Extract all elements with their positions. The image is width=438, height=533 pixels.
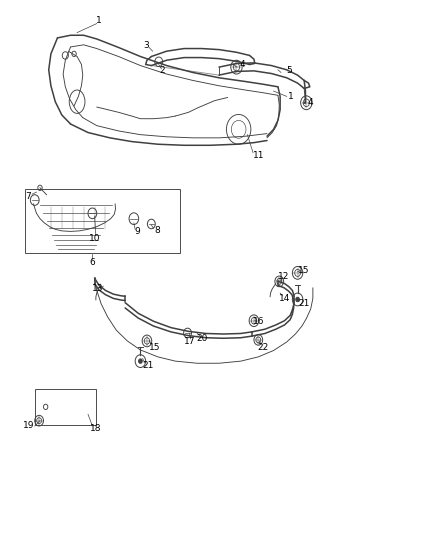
Text: 10: 10: [89, 235, 100, 244]
Circle shape: [138, 359, 142, 364]
Text: 15: 15: [148, 343, 160, 352]
Text: 1: 1: [96, 16, 102, 25]
Text: 22: 22: [257, 343, 268, 352]
Text: 21: 21: [143, 361, 154, 370]
Text: 15: 15: [298, 266, 310, 275]
Text: 2: 2: [159, 67, 165, 75]
Text: 1: 1: [288, 92, 294, 101]
Text: 4: 4: [239, 60, 245, 69]
Text: 11: 11: [254, 151, 265, 160]
Text: 3: 3: [143, 42, 149, 51]
Text: 17: 17: [184, 337, 195, 346]
Text: 18: 18: [90, 424, 102, 433]
Text: 12: 12: [278, 272, 290, 280]
Bar: [35, 389, 96, 425]
Circle shape: [296, 297, 300, 302]
Bar: [25, 189, 180, 253]
Text: 13: 13: [92, 284, 103, 293]
Text: 7: 7: [25, 192, 31, 201]
Text: 6: 6: [89, 258, 95, 266]
Text: 5: 5: [286, 67, 292, 75]
Text: 14: 14: [279, 294, 290, 303]
Text: 19: 19: [23, 422, 35, 431]
Text: 4: 4: [308, 98, 314, 107]
Text: 20: 20: [197, 334, 208, 343]
Text: 9: 9: [134, 228, 140, 237]
Text: 21: 21: [298, 299, 310, 308]
Text: 16: 16: [254, 317, 265, 326]
Text: 8: 8: [154, 226, 160, 235]
